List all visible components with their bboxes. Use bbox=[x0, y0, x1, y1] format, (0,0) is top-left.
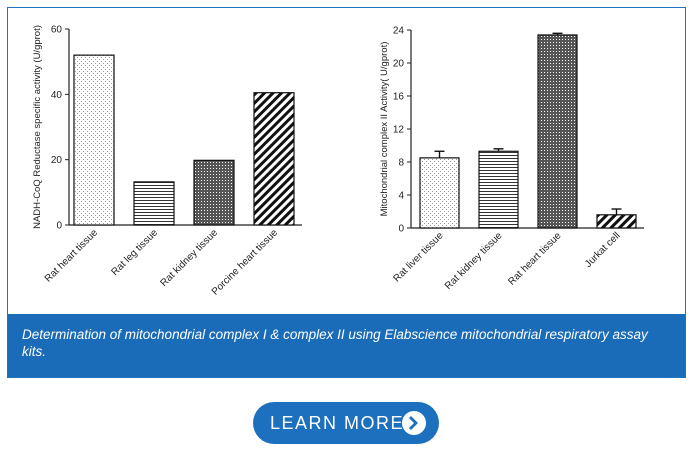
bar bbox=[478, 150, 519, 229]
y-tick-label: 8 bbox=[398, 158, 404, 169]
chart-complex-1: 0 20 40 60 NADH-CoQ Reductase specific activ… bbox=[32, 25, 302, 298]
chart-panel-complex-2: 0 4 8 12 16 20 24 Mitochondrial complex II Acti… bbox=[345, 8, 685, 314]
x-tick-label: Porcine heart tissue bbox=[210, 227, 281, 298]
bar bbox=[253, 92, 295, 226]
y-tick-label: 4 bbox=[398, 191, 404, 202]
bar bbox=[596, 214, 637, 229]
x-tick-label: Rat heart tissue bbox=[506, 230, 564, 288]
y-tick-label: 40 bbox=[51, 90, 63, 101]
y-tick-label: 16 bbox=[393, 92, 405, 103]
y-tick-label: 60 bbox=[51, 25, 63, 36]
x-tick-label: Jurkat cell bbox=[583, 230, 623, 270]
learn-more-button[interactable]: LEARN MORE bbox=[253, 402, 439, 444]
x-tick-label: Rat leg tissue bbox=[109, 227, 160, 278]
chart-panel-complex-1: 0 20 40 60 NADH-CoQ Reductase specific activ… bbox=[8, 8, 346, 314]
bar bbox=[193, 159, 235, 226]
y-axis-label: Mitochondrial complex II Activity( U/gpr… bbox=[379, 42, 390, 217]
figure-frame: 0 20 40 60 NADH-CoQ Reductase specific activ… bbox=[7, 7, 686, 378]
x-tick-label: Rat kidney tissue bbox=[158, 227, 220, 289]
figure-caption: Determination of mitochondrial complex I… bbox=[8, 314, 685, 377]
y-tick-label: 20 bbox=[51, 155, 63, 166]
bar bbox=[73, 54, 115, 226]
learn-more-label: LEARN MORE bbox=[270, 413, 405, 433]
y-tick-label: 0 bbox=[56, 221, 62, 232]
y-tick-label: 12 bbox=[393, 125, 405, 136]
bar bbox=[419, 157, 460, 229]
bar bbox=[537, 34, 578, 229]
x-tick-label: Rat kidney tissue bbox=[443, 230, 505, 292]
y-tick-label: 24 bbox=[393, 26, 405, 37]
y-tick-label: 20 bbox=[393, 59, 405, 70]
y-axis-label: NADH-CoQ Reductase specific activity (U/… bbox=[32, 25, 43, 229]
chevron-right-icon bbox=[402, 411, 426, 435]
y-tick-label: 0 bbox=[398, 224, 404, 235]
x-tick-label: Rat liver tissue bbox=[391, 230, 445, 284]
x-tick-label: Rat heart tissue bbox=[43, 227, 101, 285]
bar bbox=[133, 181, 175, 226]
